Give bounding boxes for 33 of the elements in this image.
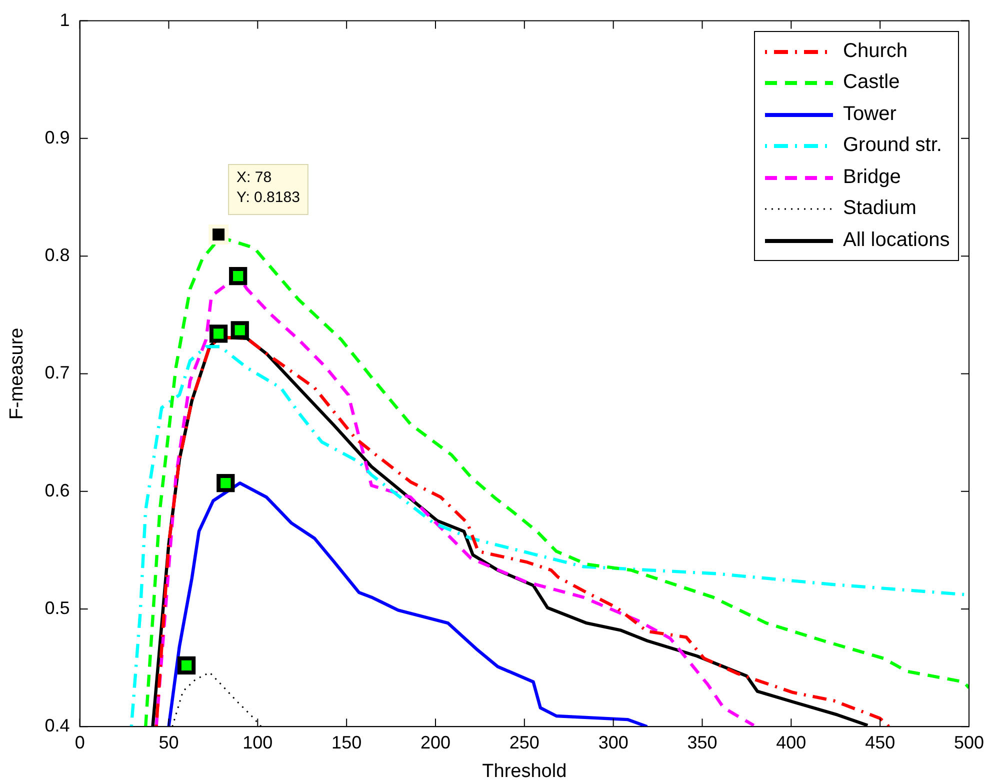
y-axis-title: F-measure (6, 328, 28, 420)
legend-label: Bridge (843, 164, 901, 190)
x-tick-label: 300 (598, 732, 628, 752)
x-tick-label: 150 (332, 732, 362, 752)
x-tick-label: 250 (509, 732, 540, 752)
y-tick-label: 0.6 (44, 480, 70, 500)
point (216, 474, 235, 492)
y-tick-label: 0.7 (44, 362, 70, 383)
legend-label: Ground str. (843, 133, 942, 158)
point (209, 324, 228, 343)
y-tick-label: 1 (60, 10, 70, 30)
y-tick-label: 0.5 (44, 598, 70, 618)
x-tick-label: 100 (242, 732, 273, 752)
x-tick-label: 450 (865, 732, 896, 752)
annotation: X: 78 Y: 0.8183 (236, 169, 300, 206)
legend-label: Castle (843, 70, 900, 96)
x-axis-title: Threshold (482, 760, 567, 782)
legend-label: Stadium (843, 196, 916, 222)
x-tick-label: 350 (687, 732, 718, 752)
y-tick-label: 0.4 (44, 716, 70, 736)
x-tick-label: 400 (776, 732, 806, 752)
x-tick-label: 0 (74, 732, 85, 752)
point (229, 266, 248, 286)
legend-label: Church (843, 38, 908, 64)
point (177, 656, 196, 674)
y-tick-label: 0.9 (44, 127, 70, 148)
legend-label: Tower (843, 102, 896, 127)
x-tick-label: 200 (420, 732, 451, 752)
legend-label: All locations (843, 228, 950, 253)
y-tick-label: 0.8 (44, 245, 70, 266)
x-tick-label: 50 (158, 732, 179, 752)
point (230, 321, 249, 340)
x-tick-label: 500 (954, 732, 984, 752)
